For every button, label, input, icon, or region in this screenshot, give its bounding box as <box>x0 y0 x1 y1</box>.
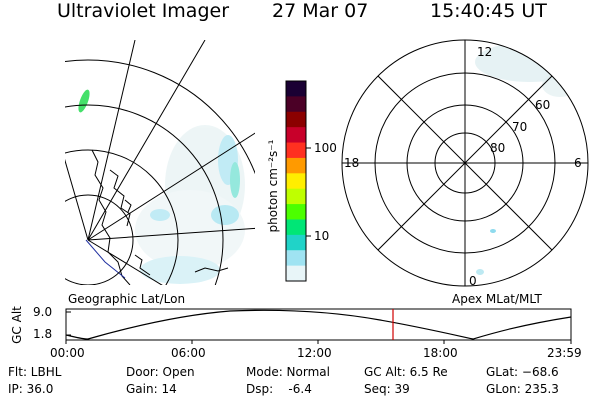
orbit-xtick-0600: 06:00 <box>171 346 206 360</box>
colorbar-frame <box>285 80 307 282</box>
mlat-label-80: 80 <box>490 141 506 155</box>
colorbar-unit-label: photon cm⁻²s⁻¹ <box>266 139 280 233</box>
date-label: 27 Mar 07 <box>272 0 369 22</box>
colorbar-segment <box>286 173 306 190</box>
left-panel-caption: Geographic Lat/Lon <box>68 292 186 306</box>
dsp-info: Dsp: -6.4 <box>246 382 312 396</box>
colorbar <box>285 80 311 282</box>
colorbar-segment <box>286 219 306 236</box>
header: Ultraviolet Imager 27 Mar 07 15:40:45 UT <box>0 0 600 26</box>
mlt-label-18: 18 <box>344 156 360 170</box>
right-panel-caption: Apex MLat/MLT <box>452 292 542 306</box>
colorbar-segment <box>286 188 306 205</box>
colorbar-segment <box>286 111 306 128</box>
geographic-map <box>65 40 255 285</box>
lat-lon-grid <box>65 40 255 285</box>
mode-info: Mode: Normal <box>246 365 330 379</box>
orbit-xtick-0000: 00:00 <box>50 346 85 360</box>
colorbar-segment <box>286 234 306 251</box>
orbit-curve <box>65 309 572 340</box>
glat-info: GLat: −68.6 <box>486 365 559 379</box>
colorbar-segment <box>286 250 306 267</box>
colorbar-segment <box>286 81 306 97</box>
instrument-title: Ultraviolet Imager <box>57 0 230 22</box>
orbit-ytick-low: 1.8 <box>33 327 53 341</box>
door-info: Door: Open <box>126 365 195 379</box>
mlt-label-0: 0 <box>469 274 477 288</box>
time-label: 15:40:45 UT <box>430 0 547 22</box>
colorbar-segment <box>286 265 306 282</box>
orbit-xtick-1200: 12:00 <box>297 346 332 360</box>
colorbar-tick-10: 10 <box>314 229 330 243</box>
ip-info: IP: 36.0 <box>8 382 54 396</box>
colorbar-segment <box>286 204 306 221</box>
orbit-xtick-2359: 23:59 <box>547 346 582 360</box>
seq-info: Seq: 39 <box>364 382 410 396</box>
coastline <box>91 149 229 285</box>
orbit-ytick-high: 9.0 <box>33 305 53 319</box>
gc-alt-info: GC Alt: 6.5 Re <box>364 365 448 379</box>
mlat-label-60: 60 <box>535 98 551 112</box>
filter-info: Flt: LBHL <box>8 365 62 379</box>
orbit-ylabel: GC Alt <box>10 306 24 344</box>
glon-info: GLon: 235.3 <box>486 382 559 396</box>
mlt-label-12: 12 <box>477 45 493 59</box>
colorbar-segment <box>286 127 306 144</box>
orbit-altitude-plot <box>65 308 572 344</box>
polar-grid <box>341 39 589 287</box>
colorbar-tick-100: 100 <box>314 141 337 155</box>
aurora-blob-green <box>78 89 90 113</box>
mlt-label-6: 6 <box>574 156 582 170</box>
mlat-label-70: 70 <box>512 120 528 134</box>
colorbar-segment <box>286 157 306 174</box>
orbit-xtick-1800: 18:00 <box>423 346 458 360</box>
gain-info: Gain: 14 <box>126 382 177 396</box>
polar-plot <box>341 39 589 287</box>
colorbar-segment <box>286 96 306 113</box>
colorbar-segment <box>286 142 306 159</box>
aurora-emission-left <box>135 125 245 284</box>
